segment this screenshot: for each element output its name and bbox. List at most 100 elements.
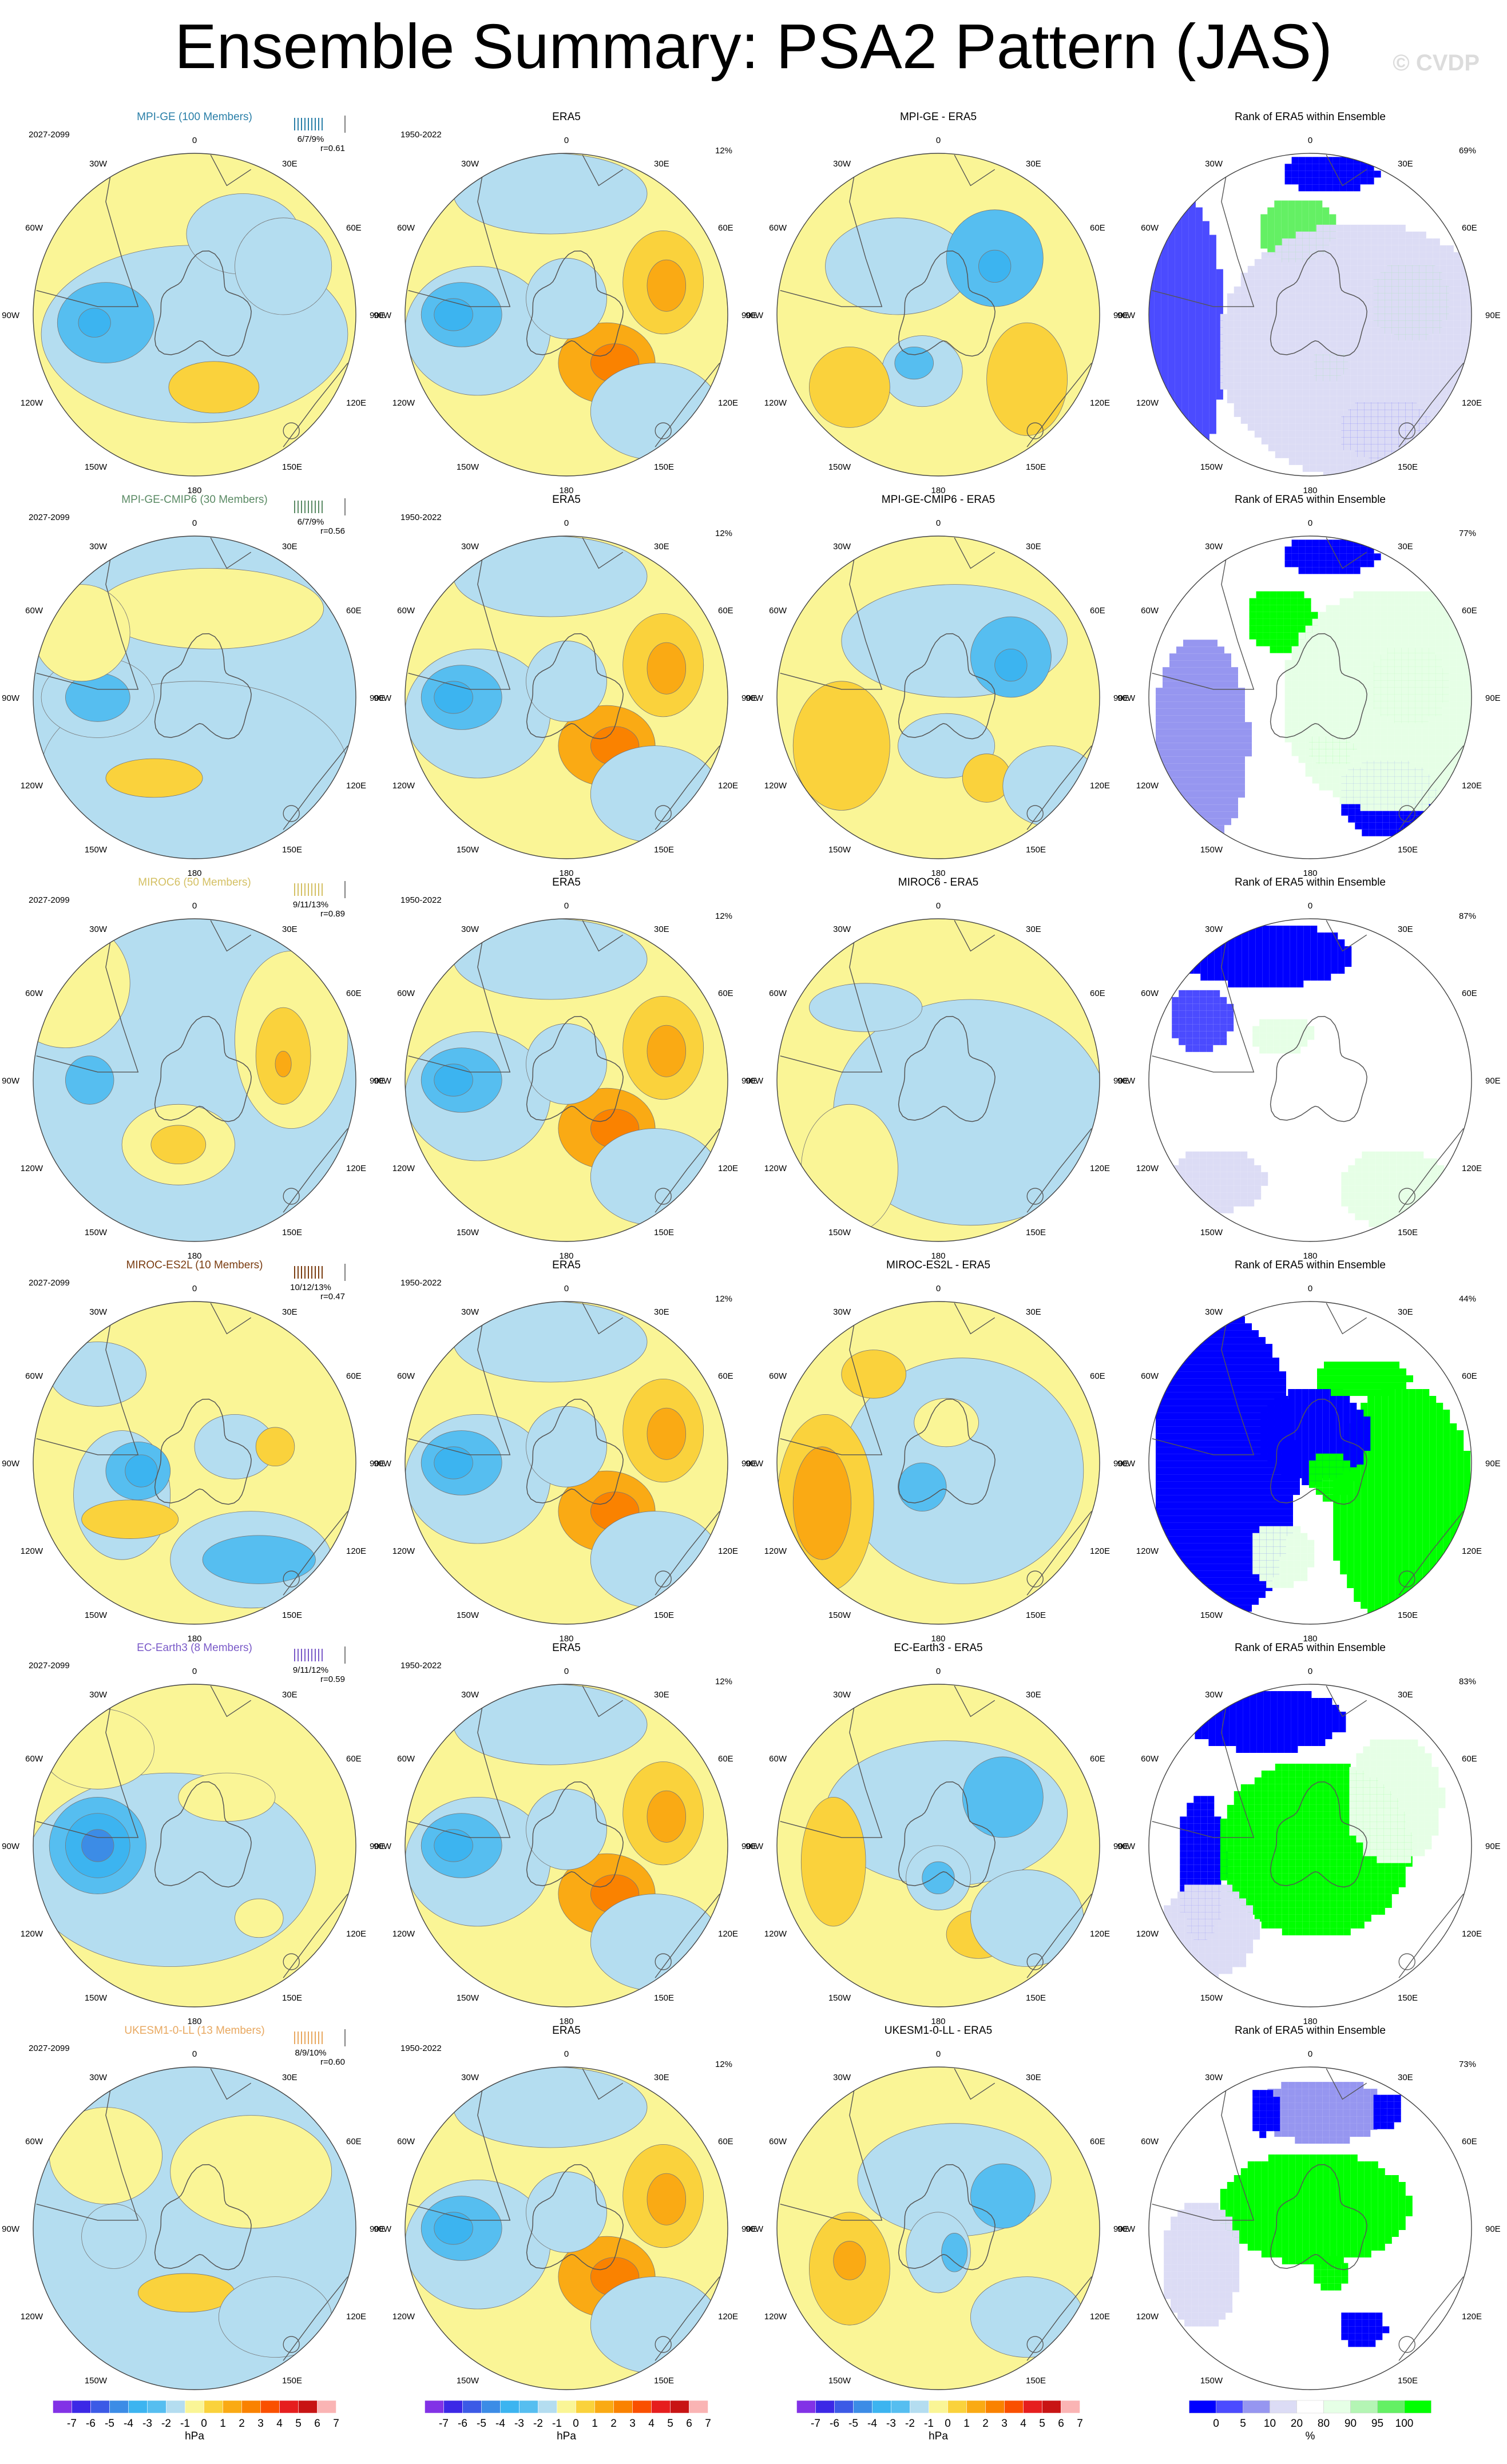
longitude-label-30w: 30W [1205, 542, 1223, 551]
pattern-correlation: r=0.89 [320, 909, 345, 919]
colorbar-swatch [1004, 2400, 1024, 2414]
contour-region [235, 217, 332, 315]
rank-title: Rank of ERA5 within Ensemble [1235, 1642, 1386, 1654]
colorbar-unit: hPa [185, 2430, 204, 2442]
difference-title: UKESM1-0-LL - ERA5 [885, 2025, 992, 2037]
colorbar-tick-label: -2 [161, 2418, 171, 2430]
colorbar-swatch [147, 2400, 166, 2414]
longitude-label-60w: 60W [25, 1371, 43, 1381]
colorbar-swatch [481, 2400, 501, 2414]
contour-region [792, 1446, 852, 1560]
longitude-label-30w: 30W [833, 159, 851, 169]
longitude-label-30w: 30W [89, 159, 108, 169]
antarctica-coastline [526, 250, 624, 357]
rank-colorbar-unit: % [1306, 2430, 1315, 2442]
colorbar-swatch [632, 2400, 652, 2414]
longitude-label-60e: 60E [1462, 606, 1477, 616]
longitude-label-180: 180 [187, 1251, 201, 1261]
hpa-colorbar-1: -7 -6 -5 -4 -3 -2 -1 0 1 2 3 4 5 6 7 hPa [53, 2400, 339, 2442]
new-zealand-coastline [283, 1570, 300, 1588]
longitude-label-90e: 90E [370, 1842, 385, 1851]
longitude-label-60e: 60E [1090, 2137, 1105, 2146]
longitude-label-0: 0 [564, 518, 569, 528]
colorbar-tick-label: -3 [886, 2418, 896, 2430]
longitude-label-120e: 120E [1462, 1546, 1482, 1556]
south-america-coastline [780, 2070, 883, 2221]
longitude-label-150w: 150W [457, 2376, 479, 2386]
longitude-label-60e: 60E [1462, 223, 1477, 233]
longitude-label-120w: 120W [392, 398, 415, 408]
contour-region [434, 2212, 473, 2245]
australia-coastline [1026, 745, 1092, 830]
colorbar-tick-label: 1 [963, 2418, 970, 2430]
contour-region [453, 1684, 648, 1765]
longitude-label-120e: 120E [1090, 1546, 1110, 1556]
longitude-label-30w: 30W [833, 1690, 851, 1700]
contour-region [526, 640, 607, 722]
colorbar-tick-label: -4 [124, 2418, 133, 2430]
colorbar-tick-label: 5 [1039, 2418, 1045, 2430]
longitude-label-30e: 30E [1398, 1690, 1413, 1700]
longitude-label-60e: 60E [346, 223, 362, 233]
map-boundary [404, 1301, 728, 1625]
colorbar-swatch [538, 2400, 557, 2414]
obs-title: ERA5 [552, 876, 581, 888]
south-america-coastline [408, 922, 511, 1073]
contour-region [833, 2241, 866, 2280]
longitude-label-0: 0 [1308, 1284, 1312, 1293]
south-america-coastline [780, 539, 883, 690]
longitude-label-30e: 30E [282, 542, 298, 551]
contour-region [526, 1023, 607, 1105]
rank-colorbar-swatch [1216, 2400, 1243, 2414]
colorbar-tick-label: 2 [982, 2418, 989, 2430]
longitude-label-120e: 120E [1090, 781, 1110, 791]
australia-coastline [1398, 1511, 1464, 1596]
antarctica-coastline [154, 1781, 252, 1888]
longitude-label-90e: 90E [1113, 693, 1129, 703]
obs-map-row-5: 0 30E 60E 90E 120E 150E 180 150W 120W 90W 60W 30W ER… [374, 1642, 757, 2026]
longitude-label-90e: 90E [1485, 2224, 1501, 2234]
map-boundary [404, 153, 728, 477]
longitude-label-150e: 150E [282, 845, 302, 855]
australia-coastline [283, 363, 348, 447]
longitude-label-120w: 120W [21, 2312, 43, 2322]
new-zealand-coastline [1398, 422, 1415, 439]
longitude-label-30e: 30E [282, 925, 298, 934]
longitude-label-90w: 90W [745, 693, 764, 703]
longitude-label-180: 180 [1303, 1634, 1317, 1644]
rank-pct: 73% [1459, 2060, 1476, 2069]
africa-coastline [210, 920, 252, 952]
longitude-label-90e: 90E [741, 1459, 757, 1469]
longitude-label-150e: 150E [1398, 1993, 1418, 2003]
colorbar-tick-label: 2 [239, 2418, 245, 2430]
new-zealand-coastline [655, 422, 672, 439]
longitude-label-90w: 90W [374, 311, 392, 320]
longitude-label-0: 0 [192, 136, 197, 145]
longitude-label-90e: 90E [1485, 1076, 1501, 1086]
longitude-label-120w: 120W [392, 1929, 415, 1939]
rank-colorbar-swatch [1189, 2400, 1216, 2414]
longitude-label-60e: 60E [1462, 1371, 1477, 1381]
longitude-label-30w: 30W [89, 1690, 108, 1700]
longitude-label-150w: 150W [85, 462, 108, 472]
africa-coastline [210, 2068, 252, 2100]
contour-region [33, 584, 130, 682]
longitude-label-120e: 120E [718, 1546, 738, 1556]
pct-variance-stats: 8/9/10% [295, 2048, 326, 2058]
colorbar-tick-label: -2 [533, 2418, 543, 2430]
colorbar-tick-label: 7 [1077, 2418, 1083, 2430]
colorbar-tick-label: 2 [610, 2418, 617, 2430]
new-zealand-coastline [1026, 805, 1044, 822]
longitude-label-90w: 90W [2, 1076, 20, 1086]
rank-pct: 69% [1459, 146, 1476, 156]
africa-coastline [582, 1303, 624, 1335]
longitude-label-0: 0 [1308, 136, 1312, 145]
longitude-label-120w: 120W [764, 781, 787, 791]
obs-title: ERA5 [552, 1642, 581, 1654]
longitude-label-60w: 60W [769, 1754, 787, 1764]
cvdp-credit: © CVDP [1393, 50, 1480, 76]
australia-coastline [1026, 363, 1092, 447]
longitude-label-150w: 150W [828, 1228, 851, 1237]
longitude-label-30w: 30W [461, 1690, 479, 1700]
colorbar-swatch [166, 2400, 185, 2414]
